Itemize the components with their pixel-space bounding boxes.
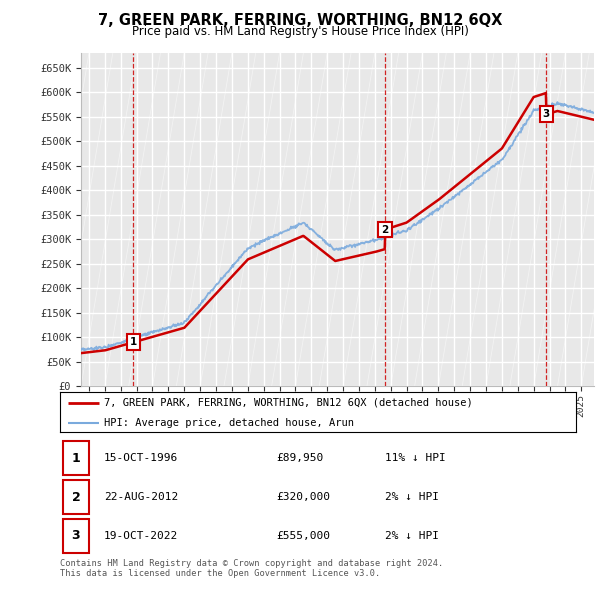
Text: 1: 1 (130, 337, 137, 348)
Text: Contains HM Land Registry data © Crown copyright and database right 2024.: Contains HM Land Registry data © Crown c… (60, 559, 443, 568)
Text: 15-OCT-1996: 15-OCT-1996 (104, 453, 178, 463)
Text: 19-OCT-2022: 19-OCT-2022 (104, 531, 178, 541)
Text: This data is licensed under the Open Government Licence v3.0.: This data is licensed under the Open Gov… (60, 569, 380, 578)
Text: 7, GREEN PARK, FERRING, WORTHING, BN12 6QX (detached house): 7, GREEN PARK, FERRING, WORTHING, BN12 6… (104, 398, 473, 408)
FancyBboxPatch shape (62, 519, 89, 553)
Text: 22-AUG-2012: 22-AUG-2012 (104, 492, 178, 502)
Text: £89,950: £89,950 (277, 453, 324, 463)
Text: £555,000: £555,000 (277, 531, 331, 541)
Text: 2: 2 (71, 490, 80, 504)
Text: £320,000: £320,000 (277, 492, 331, 502)
Text: 3: 3 (71, 529, 80, 542)
Text: 3: 3 (542, 109, 550, 119)
Text: HPI: Average price, detached house, Arun: HPI: Average price, detached house, Arun (104, 418, 354, 428)
Text: 2% ↓ HPI: 2% ↓ HPI (385, 492, 439, 502)
Text: 11% ↓ HPI: 11% ↓ HPI (385, 453, 446, 463)
Text: 7, GREEN PARK, FERRING, WORTHING, BN12 6QX: 7, GREEN PARK, FERRING, WORTHING, BN12 6… (98, 13, 502, 28)
Text: Price paid vs. HM Land Registry's House Price Index (HPI): Price paid vs. HM Land Registry's House … (131, 25, 469, 38)
Text: 2% ↓ HPI: 2% ↓ HPI (385, 531, 439, 541)
FancyBboxPatch shape (62, 480, 89, 514)
Text: 2: 2 (382, 225, 389, 235)
Text: 1: 1 (71, 452, 80, 465)
FancyBboxPatch shape (62, 441, 89, 476)
